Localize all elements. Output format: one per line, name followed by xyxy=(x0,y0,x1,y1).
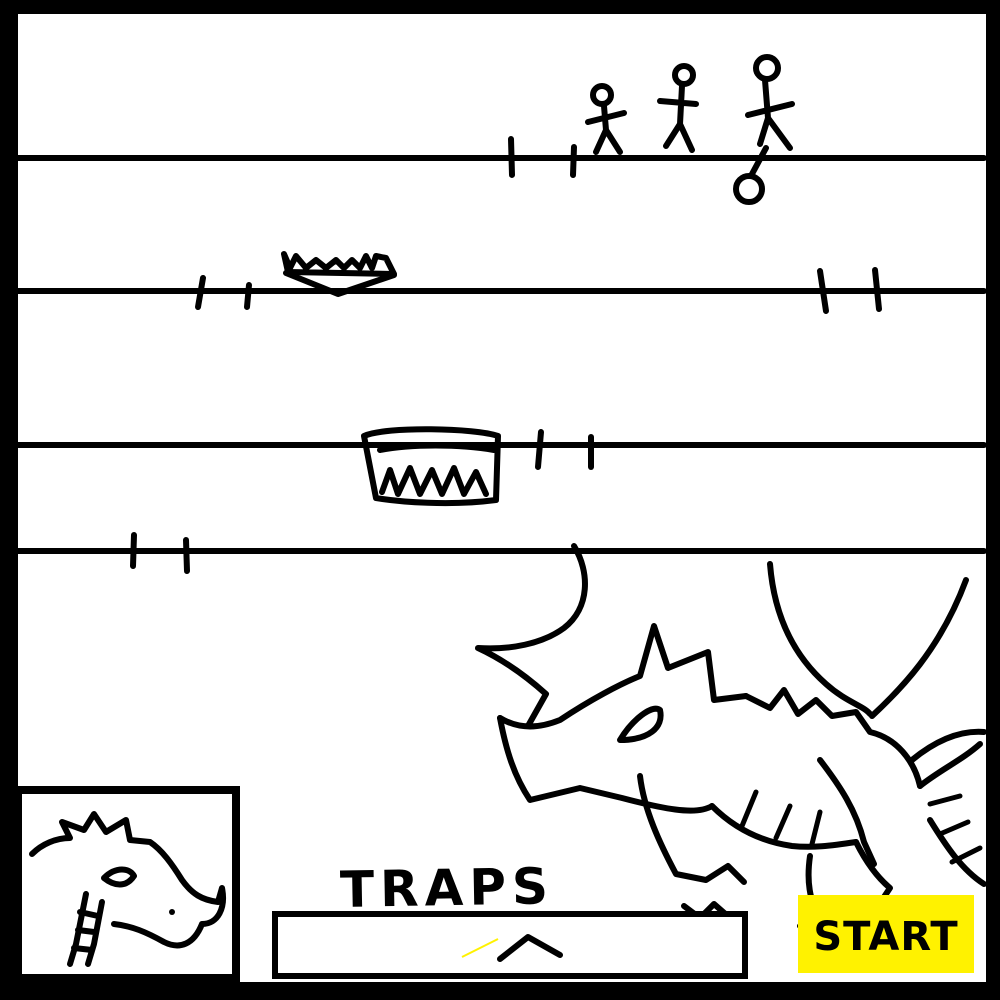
dragon-portrait[interactable] xyxy=(14,786,240,982)
dragon-back-wing xyxy=(767,561,873,717)
jaw-trap-teeth xyxy=(379,465,489,497)
dragon-foreleg xyxy=(853,839,893,903)
dragon-jaw xyxy=(497,715,715,814)
lanes xyxy=(15,155,987,554)
dragon-shoulder xyxy=(817,757,877,867)
dragon-left-wing xyxy=(475,543,588,729)
lane-marker xyxy=(535,429,544,470)
hero-body xyxy=(745,77,795,151)
hero-body xyxy=(657,83,699,153)
portrait-dragon-nostril xyxy=(169,909,175,915)
dragon-tail xyxy=(909,728,987,887)
hero-ball xyxy=(733,173,765,205)
dragon-eye xyxy=(617,705,664,743)
lane-marker xyxy=(817,268,829,314)
dragon-right-wing xyxy=(869,577,969,719)
dragon-tail-scales xyxy=(927,793,983,865)
jaw-trap-lid xyxy=(377,442,497,453)
lane-marker xyxy=(244,282,252,310)
lane-marker xyxy=(130,532,137,569)
lane-marker xyxy=(508,136,515,178)
dragon-back-ridge xyxy=(743,687,923,789)
start-button[interactable]: START xyxy=(798,895,974,973)
traps-label: TRAPS xyxy=(339,857,555,920)
lane-marker xyxy=(570,144,577,178)
hero xyxy=(657,63,699,153)
dragon xyxy=(475,543,987,929)
lane-marker xyxy=(183,537,190,574)
lane-marker xyxy=(872,267,882,312)
jaw-trap xyxy=(361,426,501,507)
hero xyxy=(733,54,795,205)
chevron-stroke xyxy=(497,934,563,962)
chevron-up-icon[interactable] xyxy=(458,925,568,965)
hero-chain xyxy=(749,145,769,177)
spike-trap-base xyxy=(283,270,397,297)
portrait-dragon-head xyxy=(29,811,226,949)
chevron-highlight xyxy=(461,938,499,958)
hero-body xyxy=(585,103,627,155)
dragon-head-top xyxy=(497,623,749,730)
hero xyxy=(585,83,627,155)
spike-trap xyxy=(281,251,397,297)
lane-markers xyxy=(130,136,882,574)
dragon-belly-scales xyxy=(739,789,823,847)
traps-tray[interactable] xyxy=(272,911,748,979)
spike-trap-outline xyxy=(281,251,397,277)
dragon-belly xyxy=(709,803,859,850)
portrait-dragon-neck xyxy=(67,891,105,967)
dragon-head-icon xyxy=(29,811,226,967)
portrait-dragon-eye xyxy=(101,866,137,888)
jaw-trap-outline xyxy=(361,426,501,507)
lane-marker xyxy=(195,275,206,310)
dragon-neck-frill xyxy=(637,773,747,885)
